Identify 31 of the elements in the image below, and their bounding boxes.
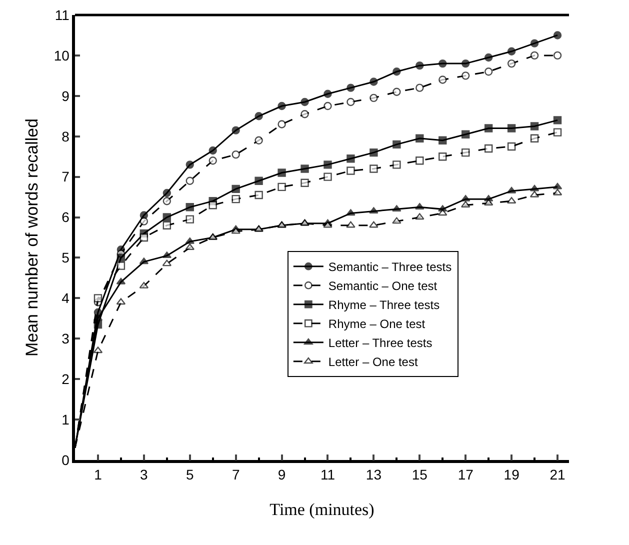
legend-label: Rhyme – One test [328, 317, 426, 332]
x-tick-label: 21 [550, 466, 566, 483]
legend-label: Rhyme – Three tests [328, 298, 440, 312]
x-tick-label: 1 [94, 466, 102, 483]
legend-label: Semantic – One test [328, 279, 438, 294]
x-tick-label: 9 [278, 466, 286, 483]
x-tick-label: 7 [232, 466, 240, 483]
y-tick-label: 6 [62, 209, 70, 226]
y-tick-label: 1 [62, 411, 70, 428]
y-tick-label: 0 [62, 452, 70, 468]
legend-label: Letter – One test [328, 355, 418, 370]
y-tick-label: 7 [62, 168, 70, 185]
legend-label: Letter – Three tests [328, 336, 432, 350]
x-axis-title: Time (minutes) [270, 500, 374, 519]
x-tick-label: 19 [504, 466, 520, 483]
x-tick-label: 15 [412, 466, 428, 483]
x-tick-label: 17 [458, 466, 474, 483]
x-tick-label: 5 [186, 466, 194, 483]
y-tick-label: 2 [62, 370, 70, 387]
y-tick-label: 8 [62, 128, 70, 144]
y-tick-label: 5 [62, 250, 70, 266]
x-tick-label: 11 [320, 466, 336, 483]
x-tick-label: 13 [366, 466, 382, 483]
legend-label: Semantic – Three tests [328, 260, 452, 274]
y-tick-label: 11 [54, 6, 70, 23]
y-axis-title: Mean number of words recalled [22, 118, 42, 357]
y-tick-label: 4 [62, 290, 70, 306]
y-tick-label: 3 [62, 330, 70, 347]
y-tick-label: 10 [54, 47, 70, 64]
y-tick-label: 9 [62, 88, 70, 104]
x-tick-label: 3 [140, 466, 148, 483]
